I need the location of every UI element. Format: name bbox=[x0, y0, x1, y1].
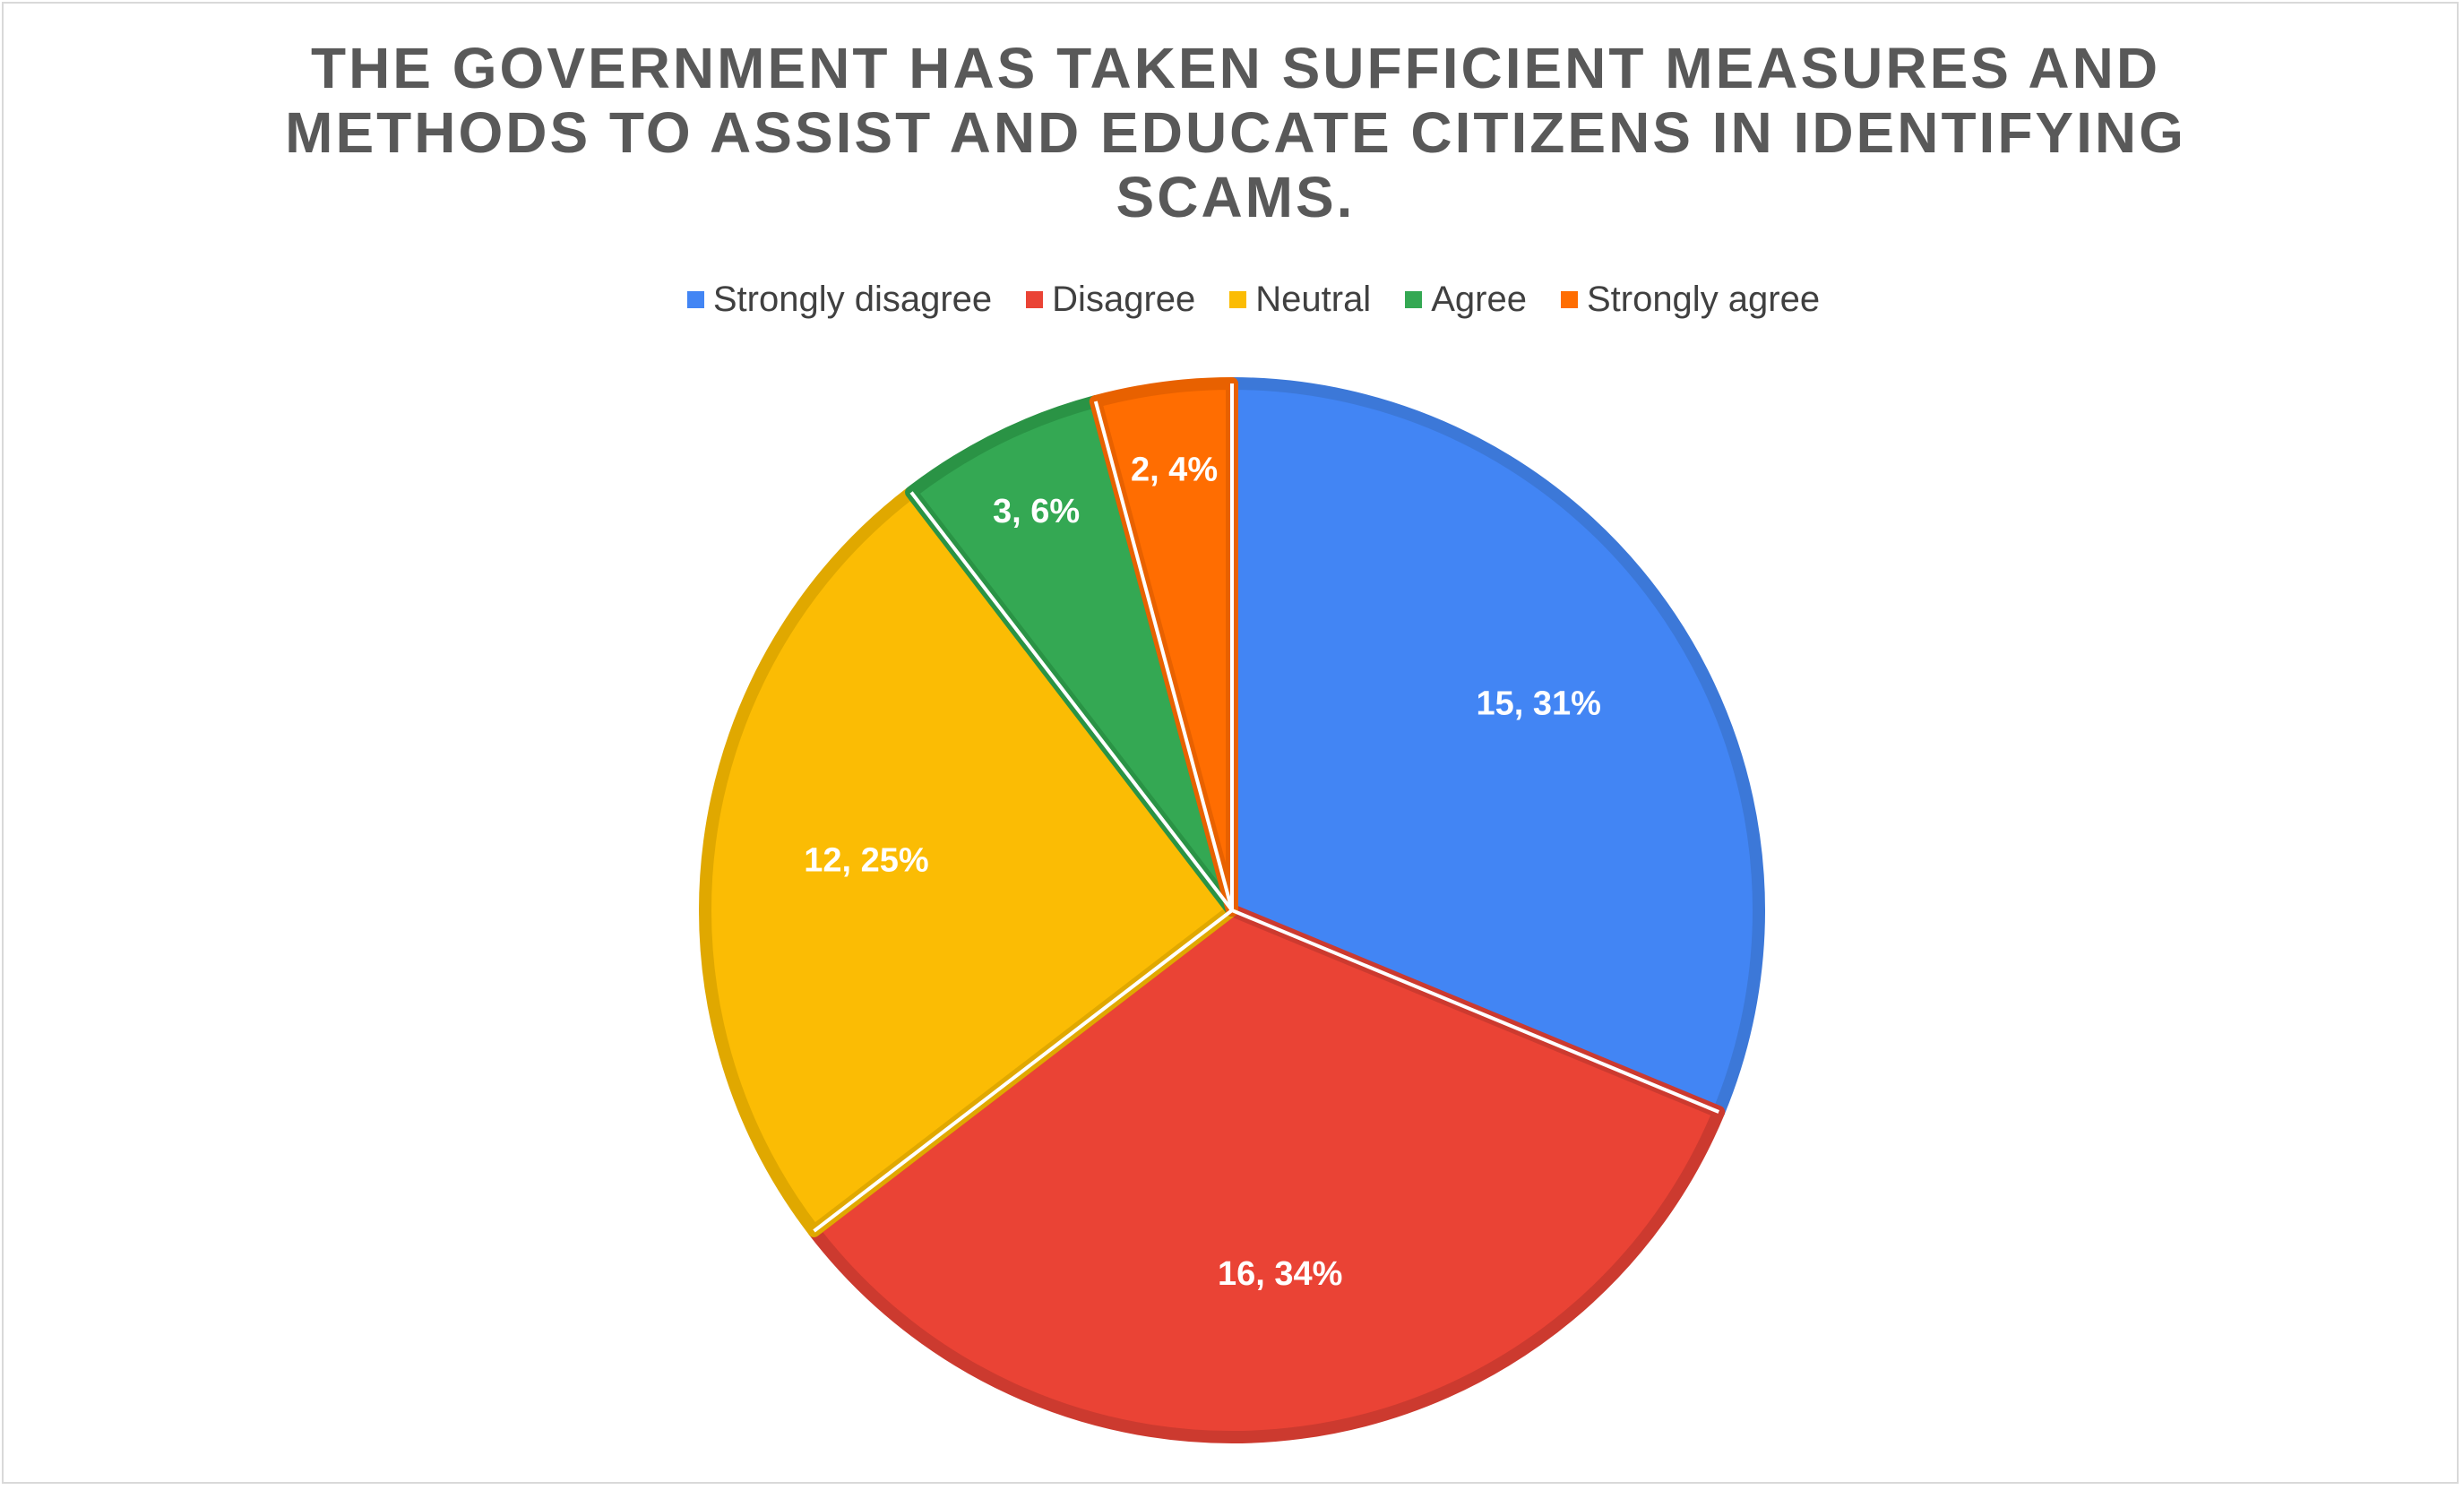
legend-label: Agree bbox=[1431, 279, 1527, 319]
legend-item-agree: Agree bbox=[1405, 280, 1527, 320]
legend-swatch bbox=[1026, 290, 1044, 308]
legend-item-strongly-disagree: Strongly disagree bbox=[686, 279, 993, 320]
legend-swatch bbox=[1405, 290, 1423, 308]
pie-chart: 15, 31% 16, 34% 12, 25% 3, 6% 2, 4% bbox=[699, 377, 1765, 1443]
slice-separator bbox=[909, 491, 1234, 912]
legend-label: Neutral bbox=[1255, 279, 1372, 319]
legend-item-disagree: Disagree bbox=[1026, 280, 1195, 320]
pie-slice-strongly-disagree bbox=[1226, 377, 1765, 1119]
legend-swatch bbox=[1229, 290, 1247, 308]
legend-swatch bbox=[686, 290, 704, 308]
slice-separator bbox=[813, 909, 1234, 1233]
data-label-agree: 3, 6% bbox=[993, 493, 1080, 530]
slice-separator bbox=[1093, 400, 1234, 911]
chart-title: THE GOVERNMENT HAS TAKEN SUFFICIENT MEAS… bbox=[285, 36, 2186, 229]
pie-slice-neutral bbox=[699, 486, 1238, 1237]
data-label-strongly-disagree: 15, 31% bbox=[1477, 685, 1601, 722]
legend-item-neutral: Neutral bbox=[1229, 280, 1371, 320]
legend-item-strongly-agree: Strongly agree bbox=[1560, 279, 1821, 320]
data-label-disagree: 16, 34% bbox=[1218, 1255, 1342, 1293]
data-label-neutral: 12, 25% bbox=[804, 841, 928, 879]
legend-label: Strongly disagree bbox=[712, 279, 993, 319]
legend-swatch bbox=[1560, 290, 1578, 308]
data-label-strongly-agree: 2, 4% bbox=[1131, 451, 1218, 488]
pie-slice-disagree bbox=[807, 904, 1726, 1443]
legend: Strongly disagree Disagree Neutral Agree… bbox=[4, 272, 2464, 326]
legend-label: Strongly agree bbox=[1586, 279, 1821, 319]
slice-separator bbox=[1231, 909, 1720, 1114]
legend-label: Disagree bbox=[1052, 279, 1196, 319]
pie-slice-agree bbox=[905, 395, 1238, 917]
